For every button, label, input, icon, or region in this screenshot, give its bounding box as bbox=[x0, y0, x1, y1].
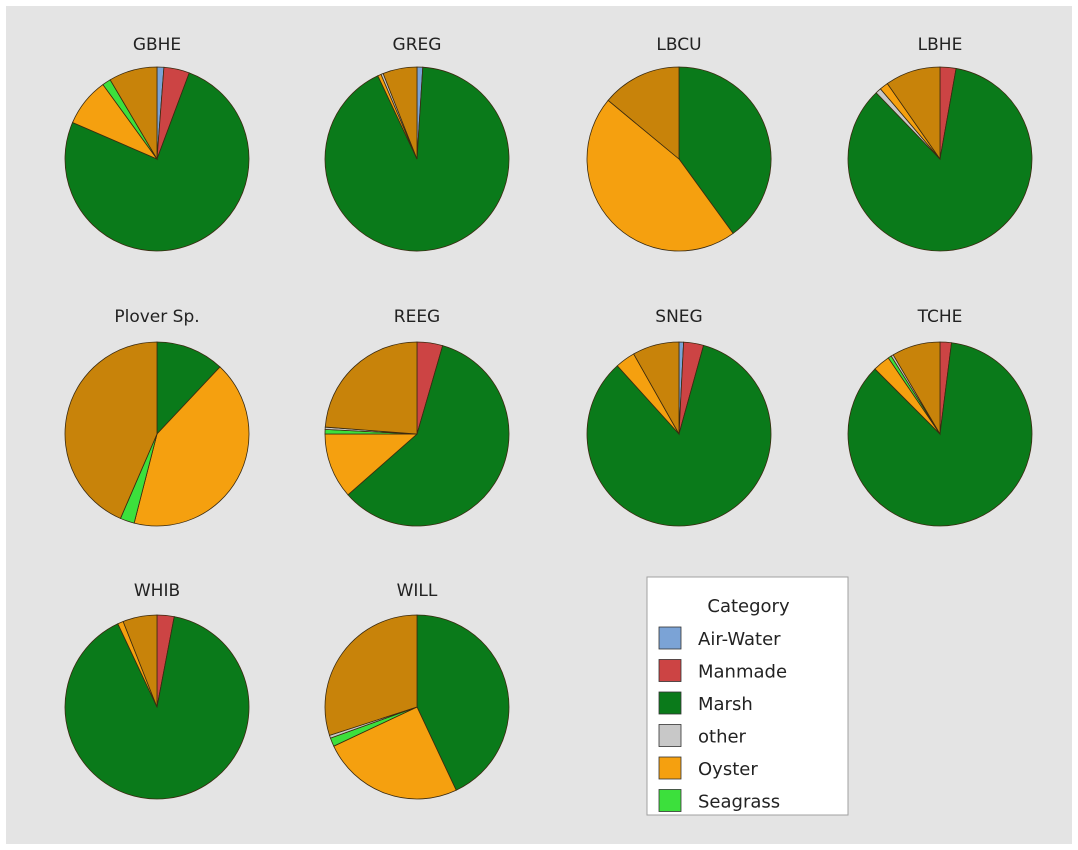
pie-slice-marsh bbox=[156, 341, 221, 436]
pie-title: WHIB bbox=[134, 581, 180, 601]
pie-will: WILL bbox=[324, 581, 510, 800]
pie-lbhe: LBHE bbox=[847, 35, 1033, 252]
pie-slice-oyster-dark bbox=[324, 614, 418, 736]
pie-slice-oyster-dark bbox=[109, 66, 158, 161]
pie-slice-marsh bbox=[416, 614, 510, 791]
pie-sneg: SNEG bbox=[586, 307, 772, 527]
pie-slice-marsh bbox=[64, 616, 250, 800]
legend-swatch-marsh bbox=[658, 691, 682, 715]
legend-label-other: other bbox=[698, 727, 747, 748]
legend-swatch-seagrass bbox=[658, 789, 682, 812]
pie-slice-oyster-dark bbox=[886, 66, 941, 161]
pie-slice-oyster bbox=[586, 99, 734, 252]
pie-lbcu: LBCU bbox=[586, 35, 772, 252]
legend-swatch-oyster bbox=[658, 756, 682, 780]
legend-title: Category bbox=[707, 596, 790, 617]
pie-title: TCHE bbox=[917, 307, 963, 327]
pie-slice-oyster-dark bbox=[382, 66, 418, 160]
pie-title: GREG bbox=[393, 35, 442, 55]
pie-slice-oyster-dark bbox=[64, 341, 158, 519]
pie-slice-oyster-dark bbox=[633, 341, 680, 436]
pie-title: SNEG bbox=[655, 307, 702, 327]
pie-plover-sp: Plover Sp. bbox=[64, 307, 250, 527]
pie-gbhe: GBHE bbox=[64, 35, 250, 252]
pie-title: REEG bbox=[394, 307, 440, 327]
pie-slice-marsh bbox=[678, 66, 772, 234]
pie-slice-oyster-dark bbox=[607, 66, 680, 160]
legend-swatch-air-water bbox=[658, 626, 682, 650]
legend-label-oyster: Oyster bbox=[698, 759, 758, 780]
pie-slice-oyster-dark bbox=[122, 614, 158, 708]
chart-panel: GBHE GREG LBCU LBHE Plover Sp. REEG SNEG TCHE WH… bbox=[6, 6, 1072, 844]
pie-title: LBHE bbox=[918, 35, 963, 55]
pie-title: GBHE bbox=[133, 35, 181, 55]
pie-title: LBCU bbox=[656, 35, 701, 55]
legend-swatch-other bbox=[658, 724, 682, 747]
pie-slice-marsh bbox=[586, 344, 772, 527]
pie-slice-marsh bbox=[64, 72, 250, 252]
legend-label-marsh: Marsh bbox=[698, 694, 753, 715]
pie-slice-oyster bbox=[333, 706, 457, 800]
pie-greg: GREG bbox=[324, 35, 510, 252]
legend-label-seagrass: Seagrass bbox=[698, 792, 780, 813]
pie-slice-oyster-dark bbox=[324, 341, 418, 435]
pie-slice-oyster bbox=[133, 366, 250, 527]
legend: Category Air-Water Manmade Marsh other Oyster… bbox=[646, 576, 849, 816]
legend-swatch-manmade bbox=[658, 659, 682, 682]
pie-title: Plover Sp. bbox=[114, 307, 199, 327]
pie-chart-grid: GBHE GREG LBCU LBHE Plover Sp. REEG SNEG TCHE WH… bbox=[64, 35, 1033, 816]
pie-title: WILL bbox=[397, 581, 438, 601]
legend-label-manmade: Manmade bbox=[698, 662, 787, 683]
pie-whib: WHIB bbox=[64, 581, 250, 800]
pie-slice-oyster-dark bbox=[892, 341, 941, 436]
pie-slice-marsh bbox=[347, 345, 510, 527]
pie-reeg: REEG bbox=[324, 307, 510, 527]
pie-tche: TCHE bbox=[847, 307, 1033, 527]
legend-label-air-water: Air-Water bbox=[698, 629, 781, 650]
pie-slice-oyster bbox=[324, 433, 419, 496]
